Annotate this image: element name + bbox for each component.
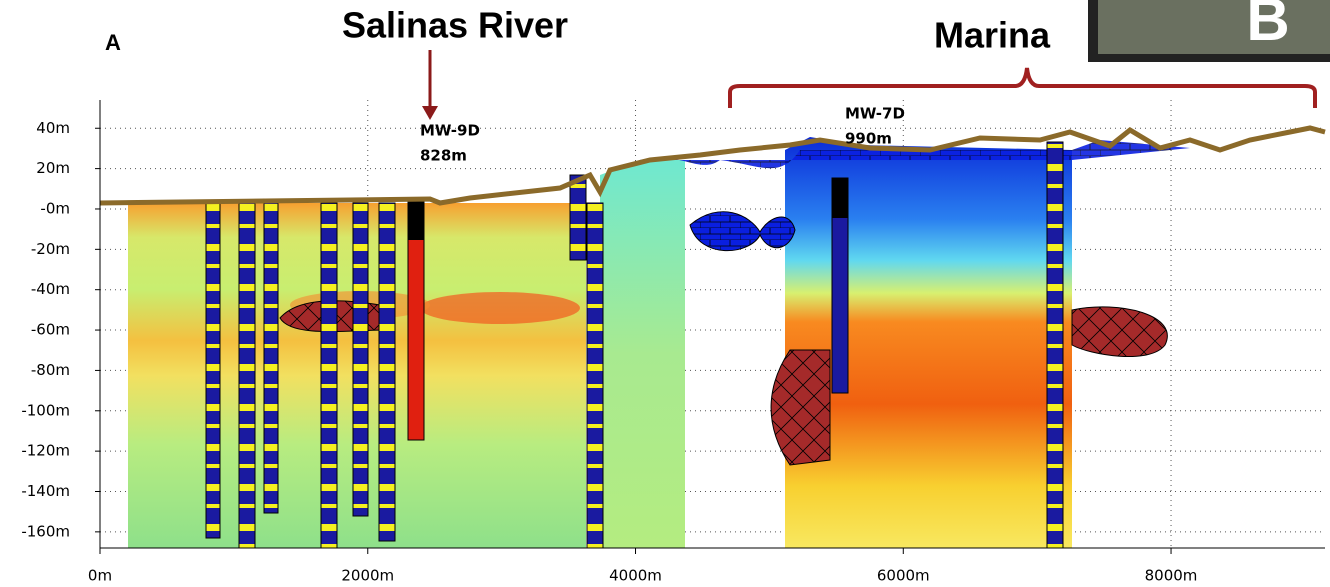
x-tick-label: 6000m (877, 567, 930, 585)
inset-label: B (1246, 0, 1289, 53)
well-name: MW-7D (845, 105, 905, 123)
axes (99, 100, 1325, 549)
y-tick-label: -20m (31, 240, 70, 258)
x-tick-label: 8000m (1145, 567, 1198, 585)
town-label: Marina (934, 15, 1051, 56)
bracket (728, 67, 1317, 108)
well-depth: 990m (845, 130, 892, 148)
y-tick-label: -0m (40, 199, 70, 217)
y-tick-label: 20m (36, 159, 70, 177)
y-tick-label: -120m (21, 442, 70, 460)
y-tick-label: -140m (21, 482, 70, 500)
y-tick-label: 40m (36, 119, 70, 137)
inset-image (1098, 0, 1330, 54)
well-depth: 828m (420, 147, 467, 165)
well-name: MW-9D (420, 122, 480, 140)
y-tick-label: -100m (21, 401, 70, 419)
section-image (99, 100, 1326, 549)
y-tick-label: -40m (31, 280, 70, 298)
y-tick-label: -160m (21, 522, 70, 540)
x-tick-label: 4000m (609, 567, 662, 585)
arrow-head (422, 106, 438, 120)
panel-label: A (105, 30, 121, 55)
y-tick-label: -60m (31, 321, 70, 339)
x-tick-label: 2000m (341, 567, 394, 585)
y-tick-label: -80m (31, 361, 70, 379)
river-label: Salinas River (342, 5, 568, 46)
x-tick-label: 0m (88, 567, 112, 585)
